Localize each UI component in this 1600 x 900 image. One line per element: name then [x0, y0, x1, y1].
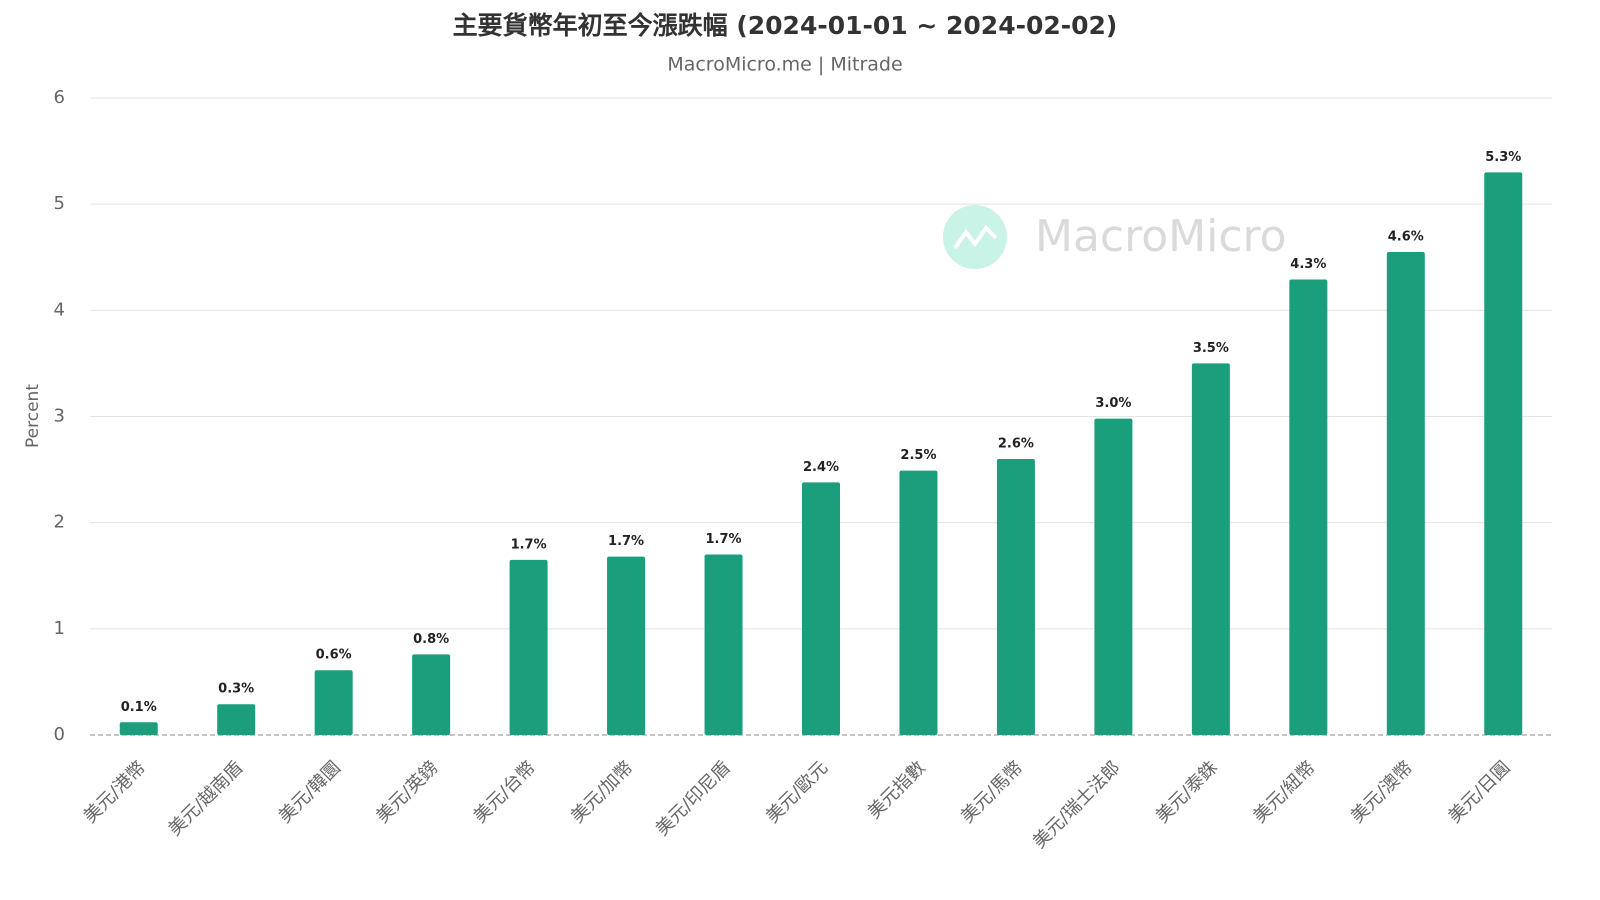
data-label: 1.7% — [608, 534, 644, 549]
y-tick-label: 2 — [54, 512, 65, 533]
bar — [412, 654, 451, 735]
bar — [1094, 418, 1133, 735]
data-label: 4.3% — [1290, 257, 1326, 272]
x-tick-label: 美元/澳幣 — [1347, 757, 1417, 827]
data-label: 0.8% — [413, 632, 449, 647]
data-label: 0.1% — [121, 700, 157, 715]
bar — [1484, 172, 1523, 736]
y-tick-label: 4 — [54, 299, 65, 320]
x-tick-label: 美元/泰銖 — [1152, 757, 1222, 827]
y-tick-label: 6 — [54, 87, 65, 108]
bar — [1386, 251, 1425, 736]
x-tick-label: 美元/馬幣 — [957, 757, 1027, 827]
x-tick-label: 美元/韓圜 — [275, 757, 345, 827]
data-label: 2.4% — [803, 460, 839, 475]
x-tick-label: 美元/英鎊 — [372, 757, 442, 827]
bar — [119, 722, 158, 735]
data-label: 3.0% — [1095, 396, 1131, 411]
data-label: 1.7% — [511, 537, 547, 552]
data-label: 1.7% — [706, 532, 742, 547]
x-tick-label: 美元/港幣 — [80, 757, 150, 827]
bar — [996, 458, 1035, 735]
x-tick-label: 美元/加幣 — [567, 757, 637, 827]
data-label: 0.6% — [316, 648, 352, 663]
bar — [802, 482, 840, 735]
bar — [1289, 279, 1328, 735]
y-axis-label: Percent — [23, 384, 43, 448]
bar — [899, 470, 938, 735]
watermark-icon — [953, 224, 998, 250]
data-label: 2.5% — [900, 448, 936, 463]
x-tick-label: 美元/瑞士法郎 — [1029, 757, 1125, 853]
y-tick-label: 3 — [54, 406, 65, 427]
data-label: 4.6% — [1388, 229, 1424, 244]
x-tick-label: 美元/越南盾 — [164, 757, 247, 840]
bar — [704, 554, 743, 735]
bar — [509, 559, 548, 735]
watermark: MacroMicro — [1035, 211, 1287, 262]
chart-title: 主要貨幣年初至今漲跌幅 (2024-01-01 ~ 2024-02-02) — [453, 11, 1118, 40]
data-label: 0.3% — [218, 682, 254, 697]
y-tick-label: 1 — [54, 618, 65, 639]
data-label: 2.6% — [998, 436, 1034, 451]
x-tick-label: 美元/紐幣 — [1249, 757, 1319, 827]
x-tick-label: 美元/日圓 — [1444, 757, 1514, 827]
chart-subtitle: MacroMicro.me | Mitrade — [667, 54, 902, 76]
x-tick-label: 美元/台幣 — [470, 757, 540, 827]
y-tick-label: 5 — [54, 193, 65, 214]
bar — [607, 556, 646, 735]
bar — [217, 704, 256, 735]
x-tick-label: 美元/印尼盾 — [652, 757, 735, 840]
bar — [314, 670, 353, 735]
x-tick-label: 美元指數 — [864, 757, 930, 823]
x-tick-label: 美元/歐元 — [762, 757, 832, 827]
data-label: 3.5% — [1193, 341, 1229, 356]
watermark-group: MacroMicro — [943, 205, 1287, 269]
y-tick-label: 0 — [54, 724, 65, 745]
bar — [1191, 363, 1230, 735]
data-label: 5.3% — [1485, 150, 1521, 165]
watermark-logo — [943, 205, 1007, 269]
